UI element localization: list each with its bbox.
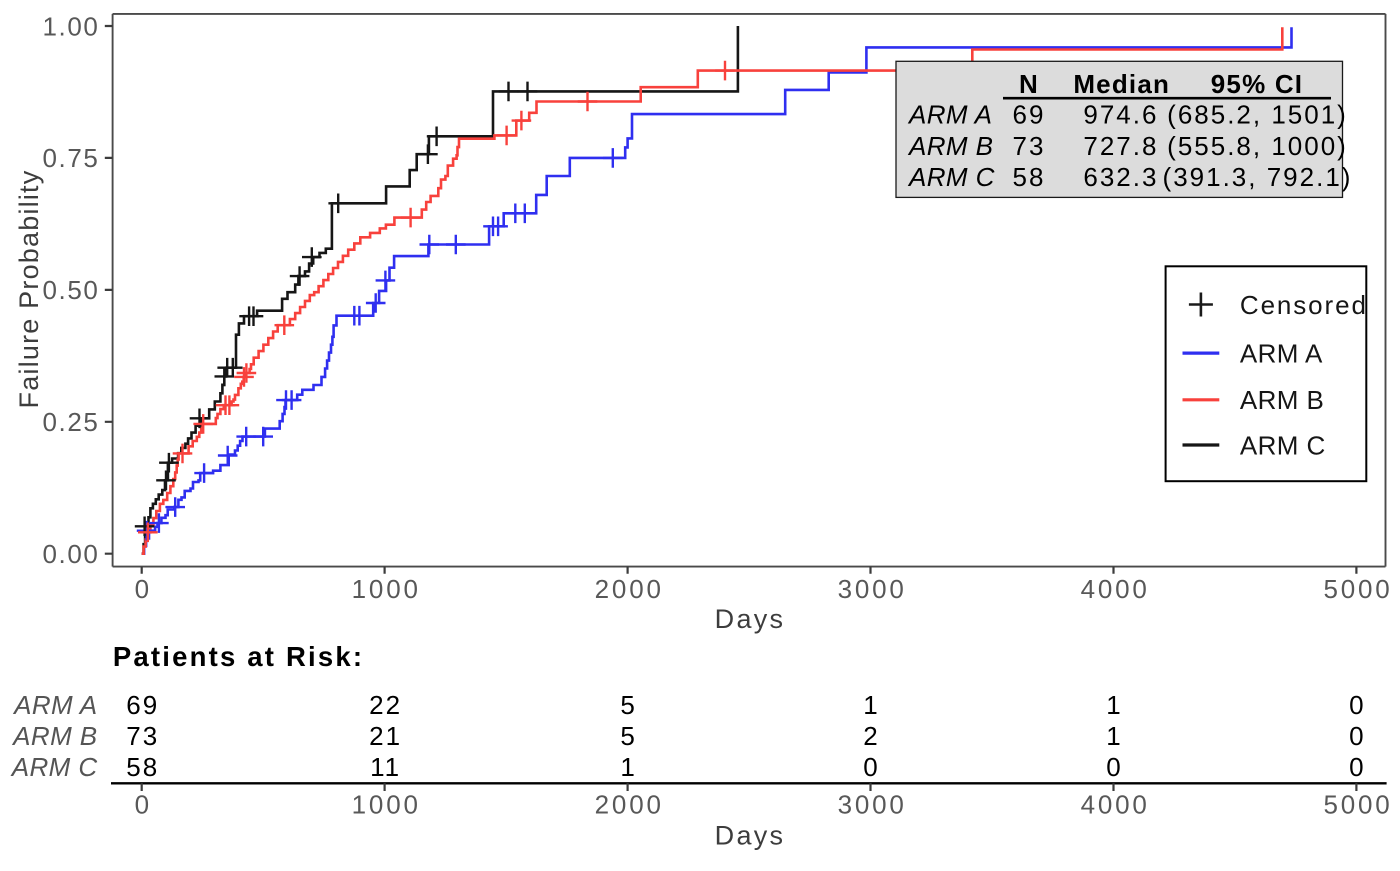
svg-text:Patients at Risk:: Patients at Risk:: [113, 641, 364, 672]
svg-text:2000: 2000: [595, 790, 664, 820]
svg-text:1000: 1000: [352, 790, 421, 820]
svg-text:0.50: 0.50: [42, 275, 99, 305]
svg-text:Days: Days: [715, 821, 786, 851]
svg-text:0: 0: [1349, 690, 1365, 720]
svg-text:2000: 2000: [595, 574, 664, 604]
svg-text:ARM C: ARM C: [907, 162, 995, 192]
svg-text:(685.2, 1501): (685.2, 1501): [1167, 100, 1348, 130]
svg-text:69: 69: [1013, 100, 1046, 130]
svg-text:0: 0: [135, 790, 152, 820]
svg-text:0: 0: [1349, 752, 1365, 782]
svg-text:21: 21: [369, 721, 402, 751]
svg-text:974.6: 974.6: [1083, 100, 1158, 130]
svg-text:(555.8, 1000): (555.8, 1000): [1167, 131, 1348, 161]
svg-text:ARM A: ARM A: [12, 690, 97, 720]
svg-text:0: 0: [863, 752, 879, 782]
svg-text:Median: Median: [1073, 69, 1170, 99]
svg-text:1.00: 1.00: [42, 11, 99, 41]
svg-text:0.25: 0.25: [42, 407, 99, 437]
svg-text:5000: 5000: [1323, 574, 1392, 604]
svg-text:Censored: Censored: [1240, 290, 1368, 320]
svg-text:5000: 5000: [1323, 790, 1392, 820]
svg-text:4000: 4000: [1081, 574, 1150, 604]
svg-text:1: 1: [1106, 721, 1122, 751]
svg-text:5: 5: [620, 690, 636, 720]
svg-text:1: 1: [1106, 690, 1122, 720]
svg-text:3000: 3000: [838, 790, 907, 820]
svg-text:73: 73: [126, 721, 159, 751]
svg-text:727.8: 727.8: [1083, 131, 1158, 161]
svg-text:58: 58: [126, 752, 159, 782]
svg-text:73: 73: [1013, 131, 1046, 161]
svg-text:0.75: 0.75: [42, 143, 99, 173]
svg-text:0: 0: [1349, 721, 1365, 751]
svg-text:632.3: 632.3: [1083, 162, 1158, 192]
svg-text:ARM B: ARM B: [1240, 385, 1324, 415]
svg-text:1000: 1000: [352, 574, 421, 604]
svg-text:0: 0: [1106, 752, 1122, 782]
svg-text:69: 69: [126, 690, 159, 720]
svg-text:ARM B: ARM B: [11, 721, 97, 751]
svg-text:3000: 3000: [838, 574, 907, 604]
svg-text:22: 22: [369, 690, 402, 720]
svg-text:0.00: 0.00: [42, 539, 99, 569]
svg-text:4000: 4000: [1081, 790, 1150, 820]
svg-text:ARM C: ARM C: [10, 752, 98, 782]
svg-text:ARM C: ARM C: [1240, 430, 1326, 460]
svg-text:0: 0: [135, 574, 152, 604]
svg-text:ARM A: ARM A: [1240, 338, 1323, 368]
svg-text:ARM B: ARM B: [907, 131, 993, 161]
svg-text:5: 5: [620, 721, 636, 751]
svg-text:(391.3, 792.1): (391.3, 792.1): [1163, 162, 1353, 192]
svg-text:1: 1: [863, 690, 879, 720]
svg-text:ARM A: ARM A: [907, 100, 992, 130]
svg-text:95% CI: 95% CI: [1211, 69, 1303, 99]
svg-text:2: 2: [863, 721, 879, 751]
svg-text:Failure Probability: Failure Probability: [14, 170, 44, 409]
svg-text:58: 58: [1013, 162, 1046, 192]
svg-text:1: 1: [620, 752, 636, 782]
svg-text:Days: Days: [715, 604, 786, 634]
svg-text:N: N: [1019, 69, 1039, 99]
svg-text:11: 11: [370, 752, 401, 782]
